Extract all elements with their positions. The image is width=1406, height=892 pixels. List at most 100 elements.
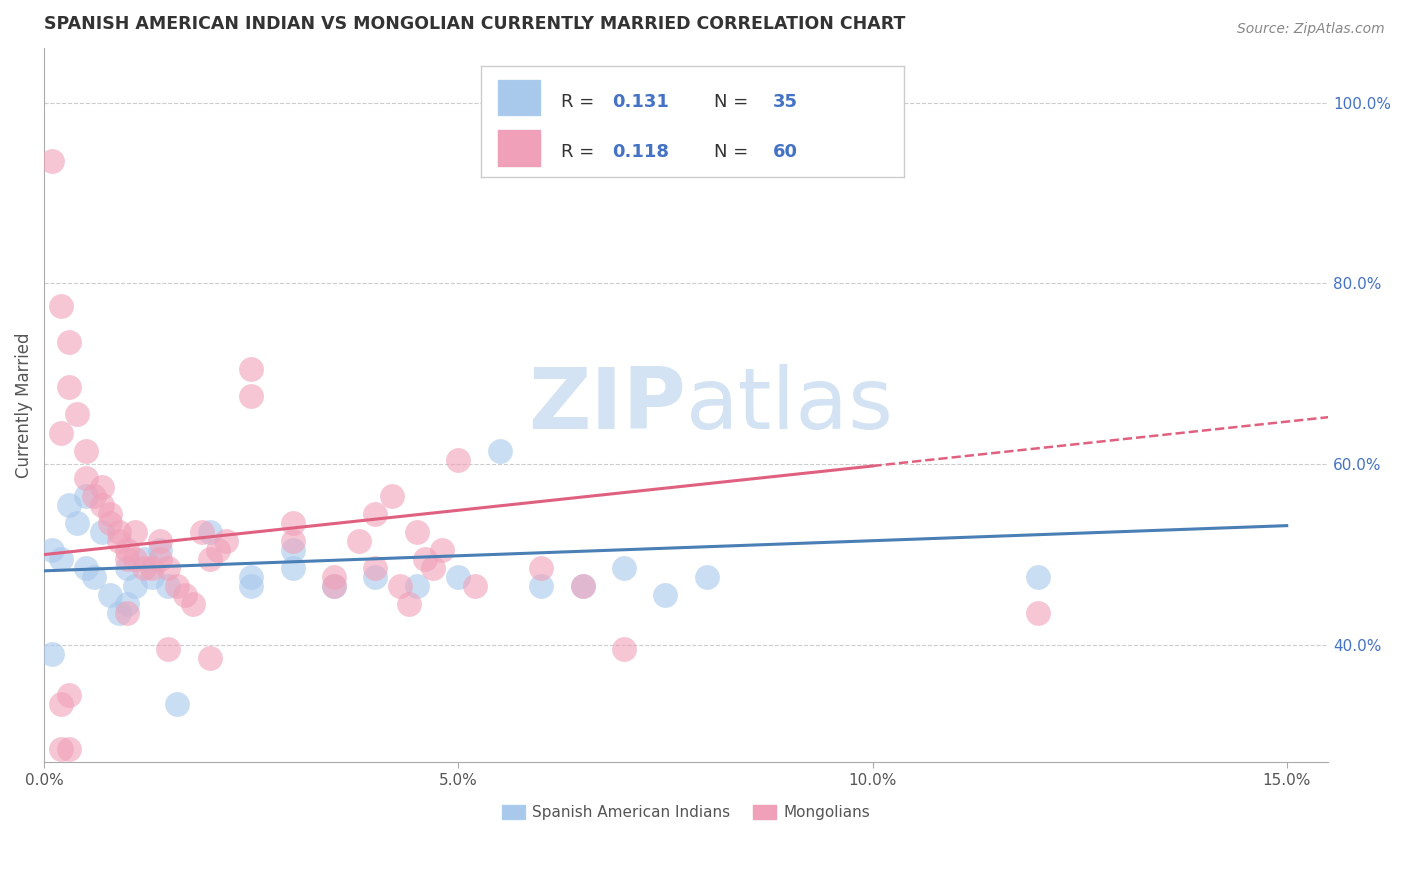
Point	[447, 452, 470, 467]
Point	[381, 489, 404, 503]
Point	[132, 552, 155, 566]
Text: atlas: atlas	[686, 364, 894, 447]
Point	[281, 543, 304, 558]
Point	[49, 552, 72, 566]
Legend: Spanish American Indians, Mongolians: Spanish American Indians, Mongolians	[495, 799, 877, 826]
Point	[91, 480, 114, 494]
Point	[58, 498, 80, 512]
Point	[149, 534, 172, 549]
Y-axis label: Currently Married: Currently Married	[15, 333, 32, 478]
Point	[100, 507, 122, 521]
Point	[364, 570, 387, 584]
Point	[141, 561, 163, 575]
Point	[124, 524, 146, 539]
Point	[281, 561, 304, 575]
Point	[364, 507, 387, 521]
Point	[613, 561, 636, 575]
Point	[58, 335, 80, 350]
Point	[530, 561, 553, 575]
Point	[107, 534, 129, 549]
Point	[66, 408, 89, 422]
Point	[281, 534, 304, 549]
Point	[166, 579, 188, 593]
Point	[75, 443, 97, 458]
Point	[215, 534, 238, 549]
Point	[91, 498, 114, 512]
Point	[207, 543, 229, 558]
Point	[115, 552, 138, 566]
Point	[430, 543, 453, 558]
Point	[49, 697, 72, 711]
Point	[100, 588, 122, 602]
Point	[107, 607, 129, 621]
Point	[530, 579, 553, 593]
Point	[413, 552, 436, 566]
Point	[149, 552, 172, 566]
Point	[124, 552, 146, 566]
Point	[323, 579, 346, 593]
Point	[58, 742, 80, 756]
Point	[174, 588, 197, 602]
Point	[240, 579, 263, 593]
Point	[240, 389, 263, 403]
Point	[49, 425, 72, 440]
Point	[571, 579, 593, 593]
Point	[100, 516, 122, 530]
Point	[91, 524, 114, 539]
Text: SPANISH AMERICAN INDIAN VS MONGOLIAN CURRENTLY MARRIED CORRELATION CHART: SPANISH AMERICAN INDIAN VS MONGOLIAN CUR…	[44, 15, 905, 33]
Point	[115, 597, 138, 611]
Point	[190, 524, 212, 539]
Point	[422, 561, 444, 575]
Point	[406, 579, 429, 593]
Point	[389, 579, 412, 593]
Point	[447, 570, 470, 584]
Point	[323, 570, 346, 584]
Text: ZIP: ZIP	[529, 364, 686, 447]
Point	[49, 742, 72, 756]
Point	[157, 579, 180, 593]
Point	[166, 697, 188, 711]
Point	[132, 561, 155, 575]
Point	[488, 443, 510, 458]
Point	[198, 651, 221, 665]
Point	[406, 524, 429, 539]
Point	[49, 299, 72, 313]
Point	[364, 561, 387, 575]
Point	[696, 570, 718, 584]
Text: Source: ZipAtlas.com: Source: ZipAtlas.com	[1237, 22, 1385, 37]
Point	[66, 516, 89, 530]
Point	[240, 570, 263, 584]
Point	[198, 524, 221, 539]
Point	[75, 561, 97, 575]
Point	[198, 552, 221, 566]
Point	[141, 570, 163, 584]
Point	[613, 642, 636, 657]
Point	[41, 647, 63, 661]
Point	[115, 607, 138, 621]
Point	[1026, 607, 1049, 621]
Point	[58, 688, 80, 702]
Point	[654, 588, 676, 602]
Point	[115, 561, 138, 575]
Point	[58, 380, 80, 394]
Point	[157, 642, 180, 657]
Point	[281, 516, 304, 530]
Point	[83, 570, 105, 584]
Point	[124, 579, 146, 593]
Point	[83, 489, 105, 503]
Point	[115, 543, 138, 558]
Point	[181, 597, 204, 611]
Point	[323, 579, 346, 593]
Point	[41, 154, 63, 169]
Point	[41, 543, 63, 558]
Point	[157, 561, 180, 575]
Point	[464, 579, 486, 593]
Point	[398, 597, 420, 611]
Point	[75, 471, 97, 485]
Point	[571, 579, 593, 593]
Point	[149, 543, 172, 558]
Point	[347, 534, 370, 549]
Point	[240, 362, 263, 376]
Point	[107, 524, 129, 539]
Point	[1026, 570, 1049, 584]
